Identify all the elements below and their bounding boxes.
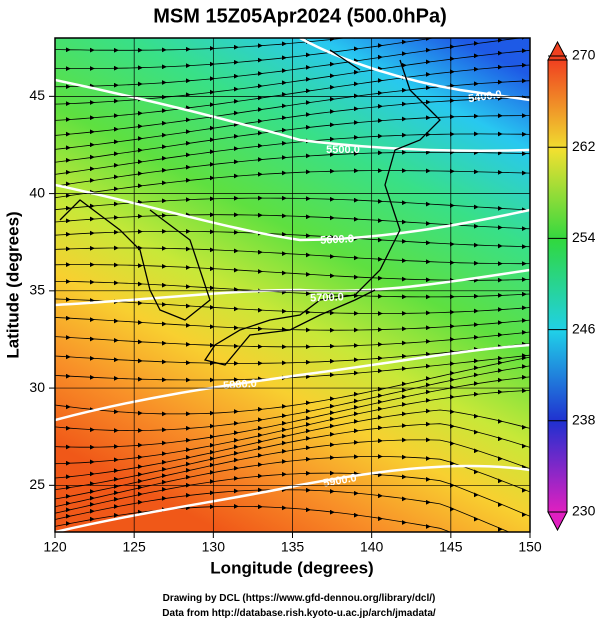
contour-line — [299, 38, 530, 102]
streamline — [55, 38, 524, 88]
streamline — [55, 133, 530, 175]
coastline — [59, 49, 441, 366]
plot-frame — [54, 37, 531, 533]
streamline — [55, 230, 530, 248]
colorbar-tick-label: 262 — [572, 138, 596, 154]
streamline — [55, 298, 530, 314]
x-tick-label: 140 — [360, 539, 384, 555]
streamline — [55, 409, 530, 479]
y-tick-label: 40 — [29, 184, 45, 200]
streamline — [55, 439, 530, 500]
y-tick-label: 45 — [29, 87, 45, 103]
x-tick-label: 135 — [281, 539, 305, 555]
colorbar-tick-label: 246 — [572, 320, 596, 336]
x-tick-label: 120 — [43, 539, 67, 555]
streamline — [55, 170, 530, 199]
y-tick-label: 25 — [29, 476, 45, 492]
streamline — [55, 365, 530, 432]
streamline — [55, 38, 437, 69]
grid: 120 125 130 135 140 145 150 25 30 35 40 45 — [29, 38, 542, 555]
streamline — [55, 280, 530, 298]
footer-text: Drawing by DCL (https://www.gfd-dennou.o… — [163, 593, 436, 604]
streamline — [55, 64, 530, 121]
streamline — [55, 390, 530, 465]
contour-label: 5400.0 — [467, 89, 502, 106]
colorbar-tick-label: 238 — [572, 412, 596, 428]
streamline — [55, 80, 530, 136]
streamline — [55, 151, 530, 187]
contour-line — [55, 343, 530, 422]
y-axis-label: Latitude (degrees) — [3, 211, 22, 358]
contour-line — [55, 78, 530, 152]
colorbar-tick-label: 230 — [572, 503, 596, 519]
streamline — [55, 343, 530, 364]
streamline — [55, 331, 530, 348]
streamline — [55, 115, 530, 163]
streamline — [55, 506, 452, 532]
streamline — [55, 423, 530, 491]
y-tick-label: 35 — [29, 282, 45, 298]
contour-label: 5600.0 — [320, 233, 354, 247]
y-tick-label: 30 — [29, 379, 45, 395]
streamline — [55, 356, 530, 415]
streamline — [55, 489, 510, 532]
colorbar-tick-label: 270 — [572, 47, 596, 63]
x-axis-label: Longitude (degrees) — [210, 558, 373, 577]
contour-line — [55, 268, 530, 307]
streamline — [55, 317, 530, 331]
contour-label: 5700.0 — [310, 291, 344, 304]
colorbar-tick-label: 254 — [572, 229, 596, 245]
x-tick-label: 130 — [202, 539, 226, 555]
streamline — [55, 472, 530, 517]
streamline — [55, 97, 530, 150]
streamline — [55, 376, 530, 448]
streamline — [55, 354, 530, 381]
contour-line — [55, 183, 530, 242]
contour-label: 5500.0 — [326, 144, 360, 156]
title: MSM 15Z05Apr2024 (500.0hPa) — [153, 5, 446, 27]
footer-text: Data from http://database.rish.kyoto-u.a… — [162, 608, 436, 619]
colorbar-top — [547, 40, 568, 61]
colorbar — [547, 59, 568, 513]
streamline — [55, 38, 348, 51]
streamline — [55, 247, 530, 265]
contour-label: 5800.0 — [223, 378, 257, 392]
x-tick-label: 145 — [439, 539, 463, 555]
x-tick-label: 125 — [122, 539, 146, 555]
colorbar-bottom — [547, 511, 568, 532]
streamline — [55, 49, 530, 105]
x-tick-label: 150 — [518, 539, 542, 555]
